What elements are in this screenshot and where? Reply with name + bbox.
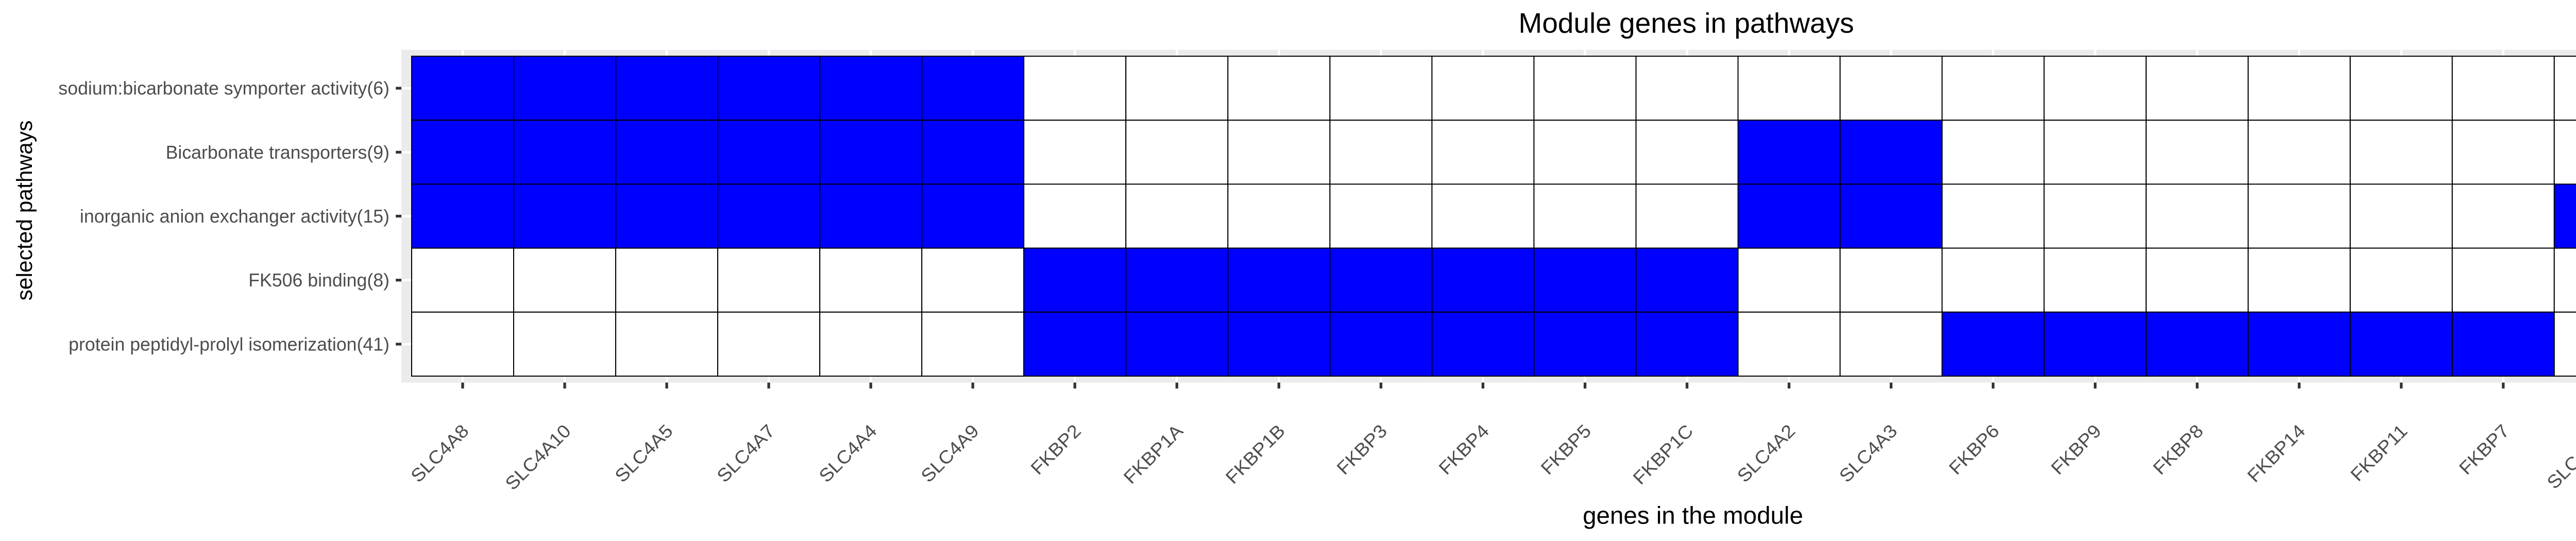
svg-text:genes in the module: genes in the module	[1583, 502, 1803, 530]
svg-text:FK506 binding(8): FK506 binding(8)	[248, 270, 389, 291]
svg-text:sodium:bicarbonate symporter a: sodium:bicarbonate symporter activity(6)	[58, 78, 389, 99]
svg-text:Module genes in pathways: Module genes in pathways	[1518, 7, 1854, 39]
svg-text:selected pathways: selected pathways	[13, 121, 37, 301]
svg-text:protein peptidyl-prolyl isomer: protein peptidyl-prolyl isomerization(41…	[69, 334, 389, 354]
svg-text:inorganic anion exchanger acti: inorganic anion exchanger activity(15)	[80, 206, 389, 227]
svg-text:Bicarbonate transporters(9): Bicarbonate transporters(9)	[166, 142, 389, 163]
